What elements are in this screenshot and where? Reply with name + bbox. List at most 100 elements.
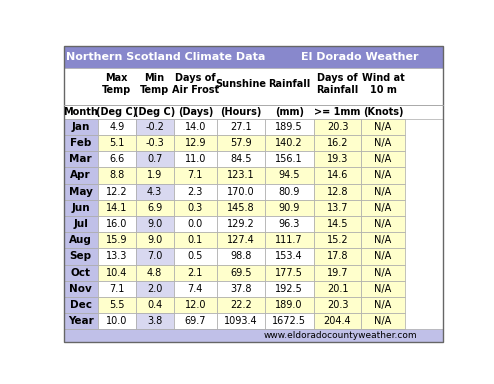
Bar bbox=[361, 248, 405, 265]
Text: (Deg C): (Deg C) bbox=[96, 108, 137, 118]
Bar bbox=[361, 184, 405, 200]
Bar bbox=[173, 248, 217, 265]
Bar bbox=[265, 232, 314, 248]
Bar bbox=[98, 281, 136, 297]
Bar bbox=[64, 297, 98, 313]
Text: 5.5: 5.5 bbox=[109, 300, 124, 310]
Text: 9.0: 9.0 bbox=[147, 235, 162, 245]
Bar bbox=[361, 167, 405, 184]
Text: 22.2: 22.2 bbox=[230, 300, 252, 310]
Bar bbox=[136, 135, 173, 151]
Text: 111.7: 111.7 bbox=[275, 235, 303, 245]
Bar bbox=[98, 265, 136, 281]
Text: Rainfall: Rainfall bbox=[268, 79, 310, 89]
Text: 10.4: 10.4 bbox=[106, 268, 127, 278]
Text: 8.8: 8.8 bbox=[109, 170, 124, 180]
Text: 7.0: 7.0 bbox=[147, 252, 163, 262]
Text: 10.0: 10.0 bbox=[106, 316, 127, 326]
Text: 204.4: 204.4 bbox=[324, 316, 351, 326]
Text: N/A: N/A bbox=[374, 300, 392, 310]
Text: 156.1: 156.1 bbox=[275, 154, 303, 164]
Text: -0.3: -0.3 bbox=[145, 138, 164, 148]
Bar bbox=[136, 151, 173, 167]
Text: 84.5: 84.5 bbox=[230, 154, 251, 164]
Bar bbox=[314, 200, 361, 216]
Bar bbox=[64, 200, 98, 216]
Text: 192.5: 192.5 bbox=[275, 284, 303, 294]
Text: 0.1: 0.1 bbox=[188, 235, 203, 245]
Text: 140.2: 140.2 bbox=[275, 138, 303, 148]
Bar bbox=[98, 167, 136, 184]
Bar bbox=[64, 248, 98, 265]
Text: Aug: Aug bbox=[69, 235, 92, 245]
Bar bbox=[314, 216, 361, 232]
Bar bbox=[173, 216, 217, 232]
Text: 4.8: 4.8 bbox=[147, 268, 162, 278]
Bar bbox=[217, 167, 265, 184]
Bar bbox=[361, 313, 405, 329]
Bar bbox=[136, 119, 173, 135]
Text: 37.8: 37.8 bbox=[230, 284, 251, 294]
Text: Oct: Oct bbox=[71, 268, 91, 278]
Bar bbox=[98, 297, 136, 313]
Bar bbox=[217, 151, 265, 167]
Text: 1.9: 1.9 bbox=[147, 170, 162, 180]
Text: Jan: Jan bbox=[72, 122, 90, 132]
Text: 27.1: 27.1 bbox=[230, 122, 251, 132]
Bar bbox=[64, 151, 98, 167]
Text: 6.9: 6.9 bbox=[147, 203, 162, 213]
Text: 11.0: 11.0 bbox=[185, 154, 206, 164]
Bar bbox=[98, 232, 136, 248]
Text: N/A: N/A bbox=[374, 235, 392, 245]
Text: Sunshine: Sunshine bbox=[215, 79, 266, 89]
Bar bbox=[361, 135, 405, 151]
Bar bbox=[136, 167, 173, 184]
Bar bbox=[314, 184, 361, 200]
Bar bbox=[217, 232, 265, 248]
Text: 153.4: 153.4 bbox=[275, 252, 303, 262]
Text: 13.3: 13.3 bbox=[106, 252, 127, 262]
Text: 14.6: 14.6 bbox=[327, 170, 348, 180]
Text: 12.8: 12.8 bbox=[327, 187, 348, 197]
Text: Year: Year bbox=[68, 316, 93, 326]
Text: 2.1: 2.1 bbox=[188, 268, 203, 278]
Text: 90.9: 90.9 bbox=[279, 203, 300, 213]
Text: N/A: N/A bbox=[374, 203, 392, 213]
Bar bbox=[136, 248, 173, 265]
Bar bbox=[173, 313, 217, 329]
Bar bbox=[361, 216, 405, 232]
Bar bbox=[173, 281, 217, 297]
Bar bbox=[217, 216, 265, 232]
Text: Jul: Jul bbox=[73, 219, 88, 229]
Bar bbox=[64, 46, 443, 68]
Text: 6.6: 6.6 bbox=[109, 154, 124, 164]
Bar bbox=[217, 265, 265, 281]
Text: 5.1: 5.1 bbox=[109, 138, 124, 148]
Bar bbox=[217, 281, 265, 297]
Text: 177.5: 177.5 bbox=[275, 268, 303, 278]
Bar bbox=[314, 265, 361, 281]
Text: N/A: N/A bbox=[374, 154, 392, 164]
Bar bbox=[98, 216, 136, 232]
Text: 0.4: 0.4 bbox=[147, 300, 162, 310]
Bar bbox=[64, 184, 98, 200]
Text: 20.1: 20.1 bbox=[327, 284, 348, 294]
Text: 0.3: 0.3 bbox=[188, 203, 203, 213]
Text: Max
Temp: Max Temp bbox=[102, 73, 131, 95]
Bar bbox=[173, 297, 217, 313]
Text: 170.0: 170.0 bbox=[227, 187, 255, 197]
Text: 98.8: 98.8 bbox=[230, 252, 251, 262]
Text: 1672.5: 1672.5 bbox=[272, 316, 306, 326]
Text: 57.9: 57.9 bbox=[230, 138, 251, 148]
Text: Days of
Air Frost: Days of Air Frost bbox=[172, 73, 219, 95]
Bar bbox=[173, 265, 217, 281]
Bar bbox=[136, 313, 173, 329]
Text: El Dorado Weather: El Dorado Weather bbox=[300, 52, 418, 62]
Bar bbox=[64, 329, 443, 342]
Text: N/A: N/A bbox=[374, 252, 392, 262]
Text: N/A: N/A bbox=[374, 219, 392, 229]
Text: N/A: N/A bbox=[374, 316, 392, 326]
Bar bbox=[314, 281, 361, 297]
Text: 1093.4: 1093.4 bbox=[224, 316, 258, 326]
Text: 16.0: 16.0 bbox=[106, 219, 127, 229]
